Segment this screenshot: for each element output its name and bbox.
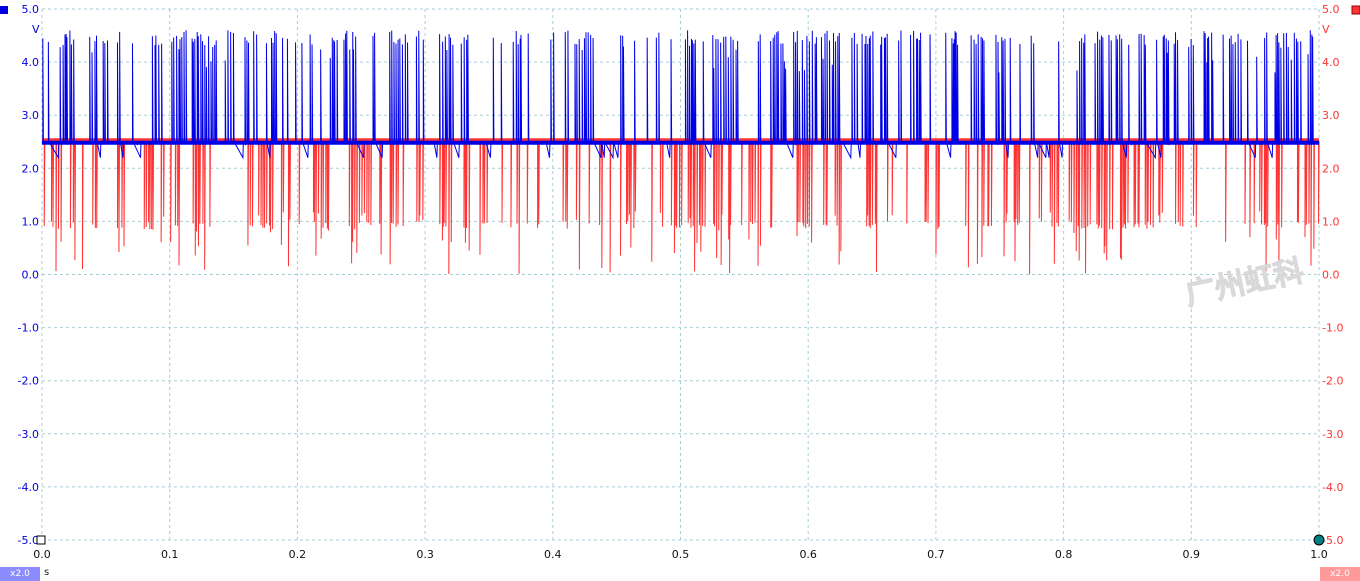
- left-tick-label: 0.0: [22, 269, 40, 282]
- right-tick-label: -3.0: [1322, 428, 1343, 441]
- left-tick-label: 2.0: [22, 162, 40, 175]
- x-axis-ticks: 0.0 0.1 0.2 0.3 0.4 0.5 0.6 0.7 0.8 0.9 1.0: [33, 548, 1328, 561]
- x-tick-label: 1.0: [1310, 548, 1328, 561]
- series-channel-b-trace: [42, 137, 1320, 275]
- right-tick-label: 5.0: [1322, 3, 1340, 16]
- watermark: 广州虹科: [1182, 254, 1307, 313]
- left-tick-label: -4.0: [18, 481, 39, 494]
- series-channel-b: [42, 137, 1320, 275]
- left-tick-label: -3.0: [18, 428, 39, 441]
- x-axis-unit: s: [44, 567, 50, 578]
- right-tick-label: -4.0: [1322, 481, 1343, 494]
- x-tick-label: 0.7: [927, 548, 945, 561]
- right-tick-label: 0.0: [1322, 269, 1340, 282]
- channel-b-marker[interactable]: [1351, 5, 1360, 15]
- right-tick-label: 2.0: [1322, 162, 1340, 175]
- channel-a-scale-badge[interactable]: x2.0: [0, 567, 40, 581]
- right-tick-label: -5.0: [1322, 534, 1343, 547]
- series-channel-a: [42, 30, 1319, 160]
- time-cursor-start-handle[interactable]: [36, 535, 46, 545]
- left-axis-unit: V: [32, 23, 40, 36]
- right-tick-label: 4.0: [1322, 56, 1340, 69]
- x-tick-label: 0.3: [416, 548, 434, 561]
- x-tick-label: 0.1: [161, 548, 179, 561]
- left-tick-label: 5.0: [22, 3, 40, 16]
- right-tick-label: 1.0: [1322, 215, 1340, 228]
- channel-b-scale-badge[interactable]: x2.0: [1320, 567, 1360, 581]
- x-tick-label: 0.5: [672, 548, 690, 561]
- right-axis-ticks: 5.0 4.0 3.0 2.0 1.0 0.0 -1.0 -2.0 -3.0 -4.0 -5.0: [1322, 3, 1343, 547]
- right-tick-label: 3.0: [1322, 109, 1340, 122]
- x-tick-label: 0.9: [1183, 548, 1201, 561]
- left-tick-label: 1.0: [22, 215, 40, 228]
- x-tick-label: 0.4: [544, 548, 562, 561]
- x-tick-label: 0.8: [1055, 548, 1073, 561]
- x-tick-label: 0.0: [33, 548, 51, 561]
- left-tick-label: 3.0: [22, 109, 40, 122]
- grid: [41, 8, 1320, 541]
- left-tick-label: -1.0: [18, 322, 39, 335]
- x-tick-label: 0.2: [289, 548, 307, 561]
- right-axis-unit: V: [1322, 23, 1330, 36]
- left-tick-label: 4.0: [22, 56, 40, 69]
- left-tick-label: -2.0: [18, 375, 39, 388]
- time-cursor-end-handle[interactable]: [1313, 534, 1325, 546]
- channel-a-marker[interactable]: [0, 6, 8, 14]
- x-tick-label: 0.6: [799, 548, 817, 561]
- left-axis-ticks: 5.0 4.0 3.0 2.0 1.0 0.0 -1.0 -2.0 -3.0 -4.0 -5.0: [18, 3, 39, 547]
- right-tick-label: -1.0: [1322, 322, 1343, 335]
- right-tick-label: -2.0: [1322, 375, 1343, 388]
- left-tick-label: -5.0: [18, 534, 39, 547]
